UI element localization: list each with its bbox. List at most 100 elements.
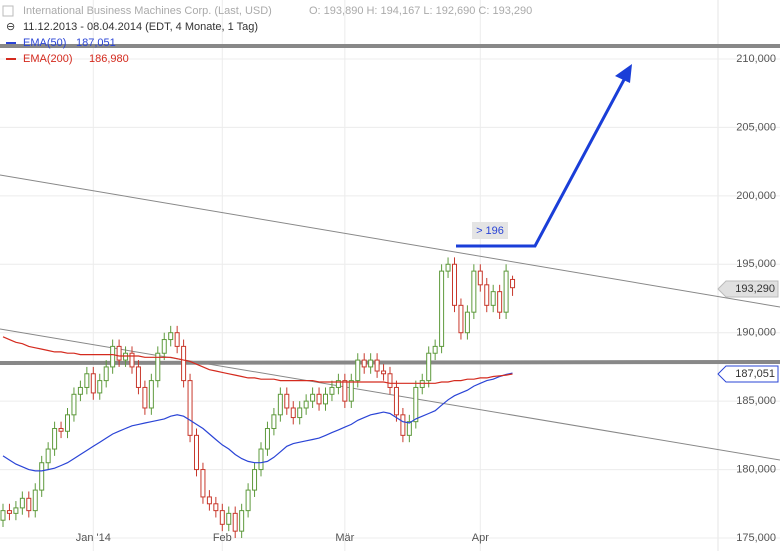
candle-body (400, 414, 406, 436)
candle-body (174, 332, 180, 347)
candle-body (264, 428, 270, 450)
arrow-head (615, 64, 632, 83)
plot (0, 257, 516, 538)
candle-body (97, 380, 103, 394)
candle-body (148, 380, 154, 409)
candle-body (316, 393, 322, 405)
candle-body (219, 510, 225, 525)
x-tick-label: Feb (213, 532, 232, 544)
y-tick-label: 210,000 (736, 53, 776, 65)
candle-body (361, 359, 367, 368)
candle-body (252, 469, 258, 491)
candle-body (419, 380, 425, 388)
candle-body (310, 393, 316, 402)
candle-body (226, 512, 232, 525)
candle-body (181, 345, 187, 382)
candle-body (439, 270, 445, 347)
icon (2, 5, 14, 17)
candle-body (6, 510, 12, 514)
subtitle: 11.12.2013 - 08.04.2014 (EDT, 4 Monate, … (23, 21, 258, 33)
y-tick-label: 180,000 (736, 463, 776, 475)
candle-body (71, 393, 77, 416)
chart-title: International Business Machines Corp. (L… (23, 5, 272, 17)
candle-body (355, 359, 361, 382)
candle-body (335, 380, 341, 388)
candle-body (490, 291, 496, 306)
candle-body (426, 352, 432, 382)
collapse-icon[interactable]: ⊖ (6, 21, 15, 33)
candle-body (13, 507, 19, 514)
legend-label: EMA(50) (23, 37, 66, 49)
ema-line (2, 372, 513, 472)
ema-line (2, 336, 513, 384)
support-line (0, 360, 780, 365)
trend-line (0, 328, 780, 461)
legend-label: EMA(200) (23, 53, 73, 65)
candle-body (245, 489, 251, 512)
candle-body (161, 339, 167, 354)
candle-body (213, 503, 219, 512)
candle-body (387, 373, 393, 388)
candle-body (84, 373, 90, 388)
candle-body (129, 352, 135, 368)
last-price-label: 193,290 (735, 283, 775, 295)
ema-price-box (717, 365, 779, 383)
candle-body (142, 386, 148, 409)
candle-body (123, 352, 129, 361)
candle-body (65, 414, 70, 432)
candle-body (445, 263, 451, 272)
candle-body (19, 497, 25, 509)
candle-body (232, 512, 238, 532)
candle-body (381, 370, 387, 375)
candle-body (484, 284, 490, 306)
legend-value: 186,980 (89, 53, 129, 65)
candle-body (58, 428, 64, 432)
target-label: > 196 (476, 225, 504, 237)
last-price-box (717, 280, 779, 298)
candle-body (271, 414, 277, 430)
candle-body (45, 448, 51, 464)
candle-body (477, 270, 483, 286)
candle-body (155, 352, 161, 382)
y-tick-label: 185,000 (736, 395, 776, 407)
candle-body (32, 489, 38, 512)
y-tick-label: 195,000 (736, 258, 776, 270)
candle-body (290, 407, 296, 419)
candle-body (432, 345, 438, 354)
candle-body (393, 386, 399, 416)
candle-body (0, 510, 6, 521)
candle-body (323, 393, 328, 405)
candle-body (342, 380, 348, 402)
candle-body (135, 366, 141, 388)
candle-body (297, 407, 303, 419)
candle-body (503, 270, 509, 313)
forecast-arrow (456, 75, 628, 248)
candle-body (284, 393, 290, 409)
x-tick-label: Apr (472, 532, 489, 544)
candle-body (187, 380, 193, 436)
candle-body (406, 421, 412, 436)
candle-body (194, 434, 199, 471)
candle-body (471, 270, 477, 313)
candle-body (103, 366, 109, 382)
candle-body (464, 311, 470, 334)
candle-body (90, 373, 96, 394)
candle-body (110, 345, 116, 368)
candle-body (510, 278, 516, 289)
candle-body (26, 497, 32, 512)
candle-body (413, 386, 419, 423)
candle-body (277, 393, 283, 416)
candle-body (39, 462, 45, 491)
candle-body (348, 380, 354, 402)
y-tick-label: 205,000 (736, 121, 776, 133)
quote: O: 193,890 H: 194,167 L: 192,690 C: 193,… (309, 5, 532, 17)
candle-body (52, 428, 58, 450)
candle-body (206, 496, 212, 505)
candle-body (303, 400, 309, 409)
candle-body (168, 332, 174, 341)
legend-value: 187,051 (76, 37, 116, 49)
target-box (472, 222, 508, 239)
candle-body (116, 345, 122, 361)
